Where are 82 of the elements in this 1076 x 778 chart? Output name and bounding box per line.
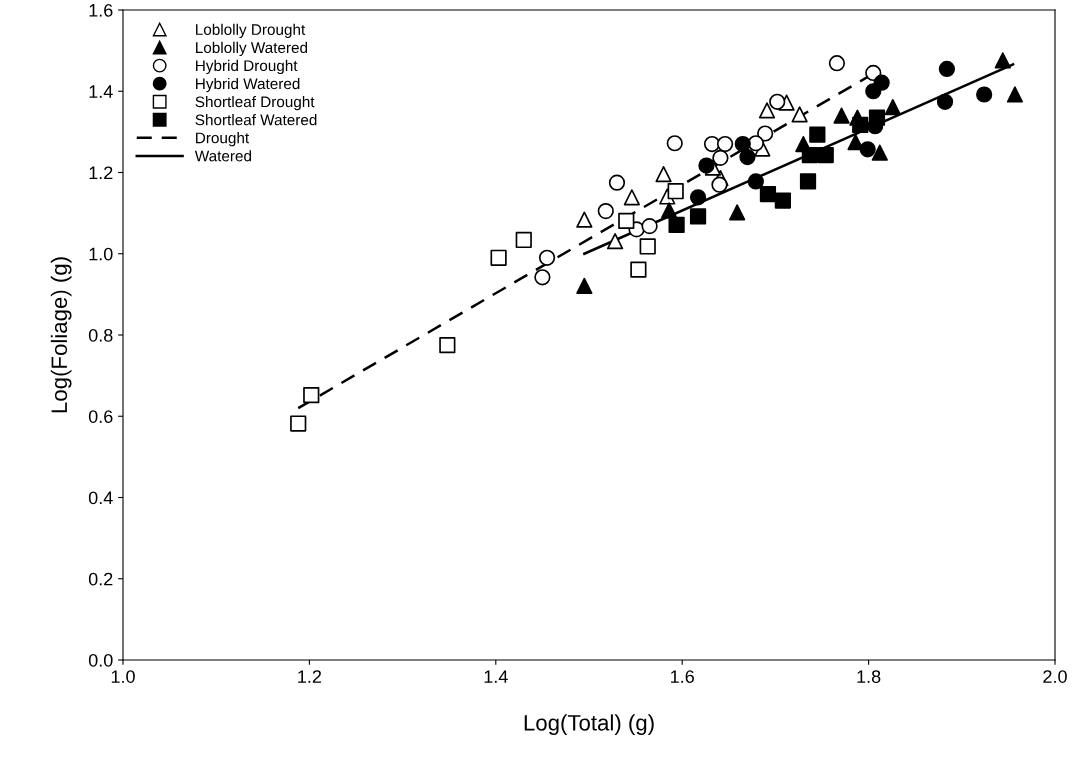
legend-label: Loblolly Watered — [196, 41, 308, 57]
point — [757, 125, 774, 142]
point — [515, 231, 532, 249]
point — [801, 146, 819, 164]
point — [799, 173, 817, 190]
point — [1006, 86, 1024, 103]
point — [868, 109, 886, 126]
point — [729, 204, 746, 221]
point — [639, 238, 656, 255]
y-tick-label: 1.2 — [89, 166, 113, 180]
point — [534, 269, 551, 286]
point — [666, 135, 683, 152]
point — [833, 107, 850, 124]
point — [290, 415, 307, 432]
x-tick-label: 1.6 — [671, 670, 694, 683]
x-axis-title: Log(Total) (g) — [524, 714, 654, 736]
point — [623, 189, 640, 206]
point — [576, 211, 593, 228]
y-tick-label: 1.4 — [89, 85, 113, 98]
point — [538, 249, 556, 266]
x-tick-label: 2.0 — [1043, 670, 1067, 683]
point — [668, 216, 685, 234]
legend-label: Drought — [196, 132, 250, 147]
point — [769, 93, 786, 110]
point — [698, 157, 715, 174]
point — [597, 202, 614, 220]
y-tick-label: 1.0 — [89, 247, 113, 261]
point — [873, 74, 890, 91]
point — [655, 166, 672, 183]
point — [976, 86, 993, 103]
point — [774, 192, 791, 209]
point — [606, 233, 624, 250]
point — [758, 102, 776, 119]
y-tick-label: 0.4 — [88, 491, 113, 505]
point — [817, 146, 834, 164]
legend-label: Shortleaf Drought — [195, 95, 315, 111]
point — [618, 212, 635, 229]
legend-label: Loblolly Drought — [196, 23, 306, 38]
point — [576, 277, 593, 294]
point — [994, 52, 1011, 69]
point — [747, 135, 764, 152]
y-tick-label: 1.6 — [89, 3, 113, 17]
point — [871, 144, 888, 161]
y-tick-label: 0.0 — [88, 653, 113, 667]
y-axis-title: Log(Foliage) (g) — [50, 257, 72, 413]
point — [716, 135, 734, 153]
point — [689, 189, 707, 206]
legend-label: Watered — [194, 150, 251, 162]
point — [791, 106, 808, 123]
point — [739, 148, 756, 166]
x-tick-label: 1.0 — [111, 670, 135, 683]
point — [641, 218, 658, 235]
point — [884, 98, 901, 116]
point — [712, 149, 729, 166]
point — [439, 337, 456, 354]
point — [936, 93, 954, 110]
point — [852, 116, 869, 134]
point — [828, 55, 846, 72]
y-tick-label: 0.2 — [88, 572, 113, 586]
point — [747, 173, 764, 190]
point — [630, 261, 647, 278]
point — [303, 387, 320, 404]
point — [711, 176, 728, 193]
point — [938, 60, 956, 78]
point — [859, 141, 876, 158]
y-tick-label: 0.6 — [88, 410, 113, 423]
x-tick-label: 1.8 — [857, 670, 881, 683]
y-tick-label: 0.8 — [88, 328, 113, 342]
legend-label: Hybrid Watered — [196, 77, 300, 93]
x-tick-label: 1.2 — [298, 670, 322, 683]
point — [490, 249, 507, 266]
point — [667, 183, 684, 200]
point — [608, 174, 626, 191]
point — [847, 133, 864, 151]
x-tick-label: 1.4 — [484, 670, 508, 683]
legend-label: Shortleaf Watered — [195, 114, 317, 126]
point — [661, 202, 678, 219]
point — [734, 135, 751, 153]
point — [809, 126, 826, 143]
point — [689, 208, 707, 225]
point — [759, 185, 777, 203]
legend-label: Hybrid Drought — [196, 59, 298, 75]
